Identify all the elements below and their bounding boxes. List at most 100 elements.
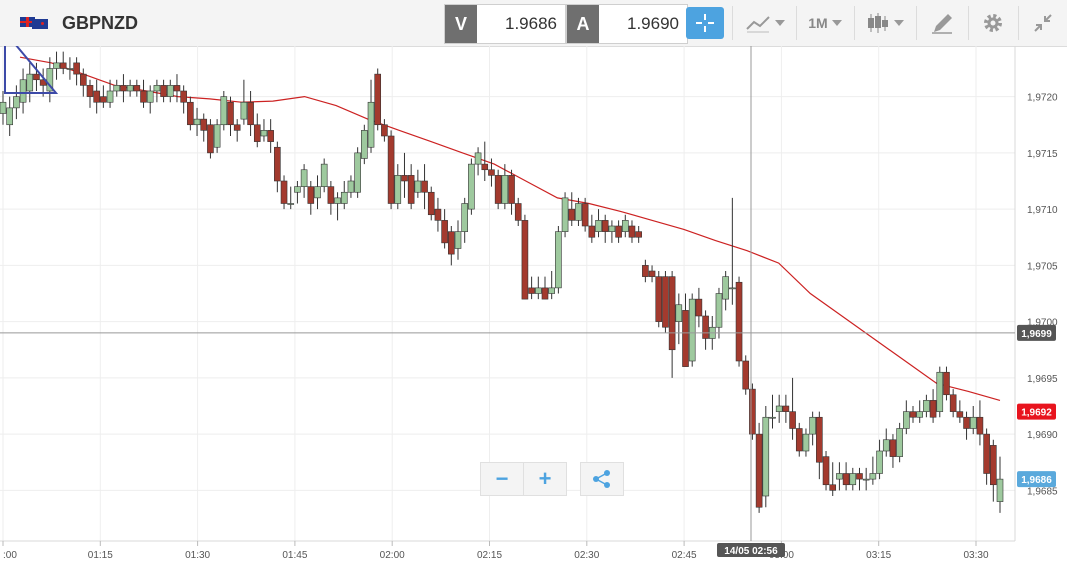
symbol-selector[interactable]: GBPNZD: [20, 0, 138, 46]
candle-body: [769, 416, 776, 419]
candle-body: [287, 203, 295, 205]
candle: [548, 271, 555, 300]
current-price-label: 1,9686: [1017, 471, 1056, 488]
candle-body: [367, 101, 375, 148]
candle: [702, 310, 709, 350]
candle: [340, 181, 348, 210]
candle-body: [561, 197, 569, 232]
candle-body: [795, 428, 803, 452]
time-axis: :00 01:15 01:30 01:45 02:00 02:15 02:30 02:45 03…: [2, 541, 989, 561]
candle: [775, 394, 783, 423]
candle-body: [160, 85, 167, 97]
candles-layer: [0, 51, 1004, 513]
candle-body: [695, 298, 703, 317]
candle: [421, 164, 428, 210]
candle-body: [100, 96, 107, 103]
candle: [334, 192, 341, 221]
settings-button[interactable]: [974, 0, 1012, 46]
price-tick-label: 1,9705: [1027, 261, 1058, 272]
candle: [320, 158, 328, 193]
collapse-button[interactable]: [1024, 0, 1062, 46]
candle-body: [548, 287, 555, 294]
candle: [86, 79, 94, 108]
candle-body: [374, 73, 382, 126]
candle: [802, 428, 810, 457]
candle: [207, 119, 214, 159]
candle: [588, 214, 596, 243]
candle-body: [816, 416, 823, 463]
candle: [749, 383, 756, 440]
candle-body: [749, 388, 756, 435]
candle: [367, 79, 375, 153]
candle-body: [253, 124, 261, 142]
candle-body: [789, 411, 796, 429]
candle-body: [200, 118, 208, 131]
candle: [227, 96, 234, 136]
candle: [628, 220, 636, 243]
timeframe-button[interactable]: 1M: [800, 0, 850, 46]
bid-quote[interactable]: V 1.9686: [444, 4, 566, 44]
price-chart[interactable]: 1,9685 1,9690 1,9695 1,9700 1,9705 1,9710 1,97…: [0, 46, 1067, 566]
candle: [795, 422, 803, 457]
candle: [180, 85, 187, 114]
candle: [621, 214, 629, 238]
crosshair: [0, 46, 1015, 541]
candle: [789, 377, 796, 440]
candle-body: [628, 225, 636, 238]
candle-body: [233, 124, 241, 131]
candle: [809, 411, 816, 446]
candle-body: [66, 68, 74, 70]
bid-value: 1.9686: [505, 14, 557, 33]
drawing-tools-button[interactable]: [922, 0, 962, 46]
candle-body: [909, 411, 917, 418]
share-button[interactable]: [580, 462, 624, 496]
candle-body: [361, 130, 368, 159]
candle-body: [876, 450, 883, 474]
zoom-out-button[interactable]: −: [480, 462, 524, 496]
triangle-drawing[interactable]: [4, 46, 59, 94]
symbol-name: GBPNZD: [62, 12, 138, 33]
time-tick-label: 02:00: [380, 550, 405, 561]
price-tick-label: 1,9720: [1027, 93, 1058, 104]
moving-average-layer: [19, 56, 1001, 401]
candle: [407, 164, 415, 210]
candle: [842, 462, 850, 491]
price-tick-label: 1,9695: [1027, 374, 1058, 385]
candle-body: [354, 152, 361, 193]
candle: [903, 400, 910, 435]
crosshair-price-label-text: 1,9699: [1021, 329, 1052, 340]
candle: [762, 406, 770, 508]
candle-body: [421, 180, 428, 193]
candle-body: [307, 186, 315, 204]
crosshair-button[interactable]: [686, 7, 724, 39]
candle-body: [956, 411, 964, 418]
candle: [327, 181, 335, 215]
candle: [508, 169, 515, 215]
indicators-button[interactable]: [740, 0, 790, 46]
candle: [26, 62, 34, 103]
time-tick-label: 01:15: [88, 550, 113, 561]
candle: [253, 113, 261, 148]
candle: [93, 79, 100, 114]
candle-body: [949, 394, 957, 412]
candle: [615, 220, 622, 243]
candle: [300, 164, 308, 198]
zoom-in-button[interactable]: +: [524, 462, 567, 496]
candle: [990, 439, 997, 502]
crosshair-time-label: 14/05 02:56: [717, 543, 785, 557]
candle-body: [113, 85, 121, 92]
chart-type-button[interactable]: [860, 0, 910, 46]
ask-quote[interactable]: A 1.9690: [566, 4, 688, 44]
time-tick-label: 02:45: [672, 550, 697, 561]
current-price-label-box: [1017, 471, 1056, 488]
candle: [521, 214, 529, 300]
candle-body: [802, 433, 810, 452]
candle-body: [662, 276, 669, 328]
candle-body: [688, 298, 696, 362]
candle: [166, 79, 174, 103]
candle-body: [33, 73, 40, 81]
candle: [474, 147, 482, 176]
candle: [280, 175, 288, 210]
candle: [307, 181, 315, 215]
candle-body: [434, 208, 442, 221]
